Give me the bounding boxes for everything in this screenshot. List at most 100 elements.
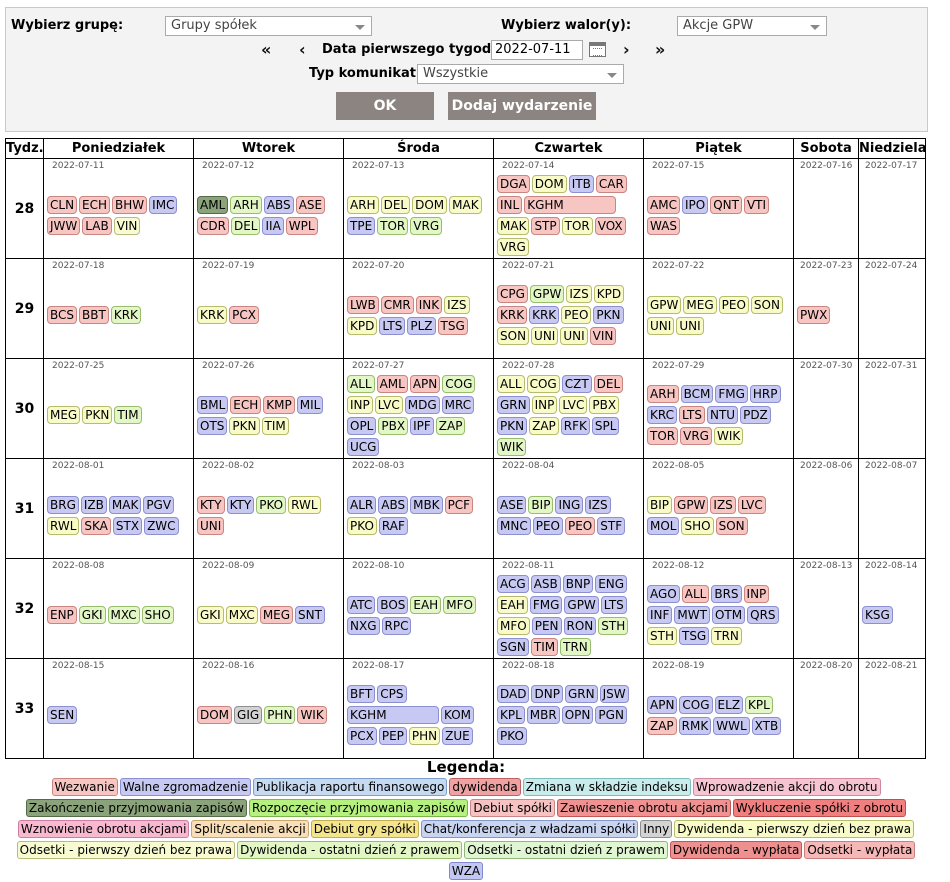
event-badge[interactable]: COG bbox=[442, 374, 476, 393]
event-badge[interactable]: BNP bbox=[562, 574, 594, 593]
event-badge[interactable]: BCM bbox=[680, 385, 714, 403]
event-badge[interactable]: WWL bbox=[713, 716, 750, 735]
event-badge[interactable]: PKO bbox=[347, 516, 377, 535]
event-badge[interactable]: ALL bbox=[347, 374, 375, 393]
event-badge[interactable]: BFT bbox=[347, 685, 376, 703]
event-badge[interactable]: PBX bbox=[378, 416, 409, 435]
next-week-button[interactable]: › bbox=[623, 40, 630, 59]
event-badge[interactable]: GPW bbox=[529, 285, 565, 303]
event-badge[interactable]: MAK bbox=[108, 495, 142, 514]
event-badge[interactable]: KRK bbox=[529, 306, 560, 324]
event-badge[interactable]: MIL bbox=[296, 395, 324, 414]
event-badge[interactable]: MXC bbox=[107, 606, 140, 624]
event-badge[interactable]: AML bbox=[376, 374, 408, 393]
security-select[interactable]: Akcje GPW bbox=[677, 16, 827, 36]
event-badge[interactable]: INL bbox=[497, 195, 523, 214]
event-badge[interactable]: TSG bbox=[678, 627, 710, 645]
event-badge[interactable]: SHO bbox=[681, 516, 714, 535]
event-badge[interactable]: ASE bbox=[497, 495, 527, 514]
event-badge[interactable]: STH bbox=[598, 616, 629, 635]
event-badge[interactable]: PKN bbox=[497, 416, 528, 435]
event-badge[interactable]: APN bbox=[647, 695, 678, 714]
event-badge[interactable]: SGN bbox=[497, 637, 529, 656]
event-badge[interactable]: MAK bbox=[449, 195, 482, 214]
event-badge[interactable]: GKI bbox=[78, 606, 106, 624]
event-badge[interactable]: HRP bbox=[749, 385, 781, 403]
event-badge[interactable]: KPD bbox=[593, 285, 625, 303]
event-badge[interactable]: ELZ bbox=[714, 695, 744, 714]
event-badge[interactable]: UNI bbox=[676, 316, 704, 335]
event-badge[interactable]: NXG bbox=[347, 616, 380, 635]
event-badge[interactable]: GPW bbox=[647, 295, 682, 314]
event-badge[interactable]: LVC bbox=[559, 395, 588, 414]
event-badge[interactable]: TIM bbox=[114, 406, 142, 424]
date-input[interactable]: 2022-07-11 bbox=[491, 40, 583, 60]
ok-button[interactable]: OK bbox=[336, 92, 434, 120]
event-badge[interactable]: IZS bbox=[566, 285, 592, 303]
event-badge[interactable]: FMG bbox=[715, 385, 748, 403]
event-badge[interactable]: BOS bbox=[377, 595, 409, 614]
event-badge[interactable]: BML bbox=[197, 395, 229, 414]
event-badge[interactable]: ZAP bbox=[647, 716, 677, 735]
event-badge[interactable]: RWL bbox=[47, 516, 80, 535]
event-badge[interactable]: XTB bbox=[751, 716, 782, 735]
event-badge[interactable]: KPL bbox=[497, 706, 525, 724]
event-badge[interactable]: KTY bbox=[226, 495, 255, 514]
event-badge[interactable]: IIA bbox=[262, 216, 284, 235]
event-badge[interactable]: CZT bbox=[561, 374, 592, 393]
event-badge[interactable]: DEL bbox=[230, 216, 261, 235]
event-badge[interactable]: STF bbox=[597, 516, 626, 535]
event-badge[interactable]: PEN bbox=[531, 616, 562, 635]
event-badge[interactable]: MBR bbox=[526, 706, 560, 724]
event-badge[interactable]: QRS bbox=[747, 606, 779, 624]
event-badge[interactable]: PWX bbox=[797, 306, 831, 324]
event-badge[interactable]: PKN bbox=[229, 416, 260, 435]
event-badge[interactable]: INP bbox=[531, 395, 558, 414]
event-badge[interactable]: TRN bbox=[711, 627, 742, 645]
event-badge[interactable]: SON bbox=[715, 516, 748, 535]
event-badge[interactable]: KRK bbox=[110, 306, 141, 324]
event-badge[interactable]: UNI bbox=[647, 316, 675, 335]
event-badge[interactable]: INP bbox=[743, 585, 770, 603]
event-badge[interactable]: EAH bbox=[497, 595, 528, 614]
event-badge[interactable]: DGA bbox=[497, 174, 530, 193]
event-badge[interactable]: DOM bbox=[197, 706, 233, 724]
event-badge[interactable]: SNT bbox=[295, 606, 325, 624]
event-badge[interactable]: WAS bbox=[647, 216, 681, 235]
event-badge[interactable]: INK bbox=[415, 295, 443, 314]
event-badge[interactable]: DEL bbox=[380, 195, 411, 214]
event-badge[interactable]: PEO bbox=[561, 306, 592, 324]
event-badge[interactable]: VIN bbox=[113, 216, 141, 235]
event-badge[interactable]: DOM bbox=[531, 174, 567, 193]
event-badge[interactable]: IMC bbox=[149, 195, 178, 214]
event-badge[interactable]: PEP bbox=[378, 727, 407, 745]
event-badge[interactable]: PKN bbox=[82, 406, 113, 424]
event-badge[interactable]: CLN bbox=[47, 195, 78, 214]
event-badge[interactable]: MEG bbox=[259, 606, 294, 624]
event-badge[interactable]: MFO bbox=[443, 595, 476, 614]
event-badge[interactable]: CPS bbox=[377, 685, 407, 703]
event-badge[interactable]: VOX bbox=[594, 216, 626, 235]
event-badge[interactable]: ZUE bbox=[442, 727, 473, 745]
event-badge[interactable]: SKA bbox=[81, 516, 111, 535]
event-badge[interactable]: DAD bbox=[497, 685, 530, 703]
event-badge[interactable]: PKO bbox=[256, 495, 287, 514]
event-badge[interactable]: BIP bbox=[647, 495, 673, 514]
event-badge[interactable]: KOM bbox=[441, 706, 475, 724]
event-badge[interactable]: GPW bbox=[674, 495, 709, 514]
event-badge[interactable]: KTY bbox=[197, 495, 225, 514]
event-badge[interactable]: PHN bbox=[408, 727, 441, 745]
event-badge[interactable]: IZB bbox=[80, 495, 107, 514]
event-badge[interactable]: ENP bbox=[47, 606, 77, 624]
event-badge[interactable]: ATC bbox=[347, 595, 376, 614]
event-badge[interactable]: SON bbox=[750, 295, 783, 314]
event-badge[interactable]: COG bbox=[679, 695, 713, 714]
event-badge[interactable]: ARH bbox=[347, 195, 379, 214]
event-badge[interactable]: AML bbox=[197, 195, 229, 214]
event-badge[interactable]: KGHM bbox=[524, 195, 617, 214]
event-badge[interactable]: AMC bbox=[647, 195, 680, 214]
event-badge[interactable]: AGO bbox=[647, 585, 680, 603]
event-badge[interactable]: QNT bbox=[710, 195, 742, 214]
event-badge[interactable]: OPL bbox=[347, 416, 377, 435]
event-badge[interactable]: GPW bbox=[564, 595, 599, 614]
